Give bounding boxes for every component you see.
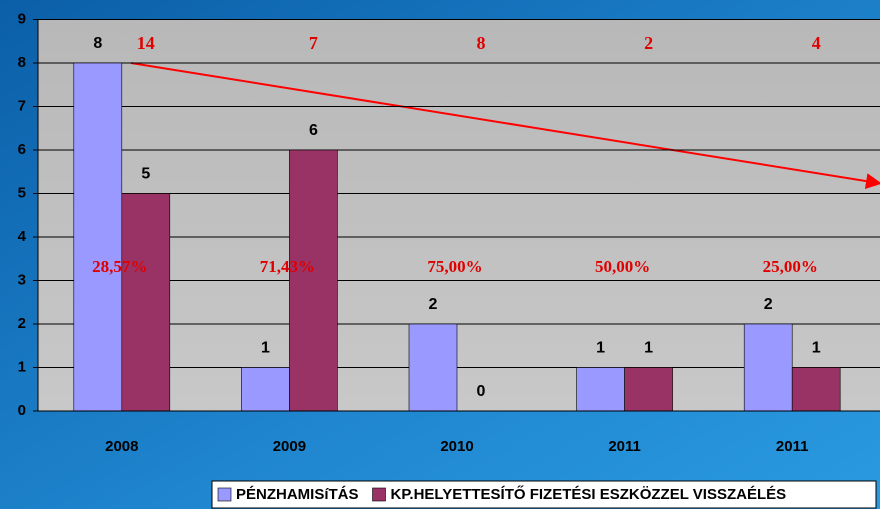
legend-label: KP.HELYETTESÍTŐ FIZETÉSI ESZKÖZZEL VISSZ… <box>391 485 787 503</box>
data-label: 2 <box>429 296 438 313</box>
data-label: 2 <box>764 296 773 313</box>
y-tick-label: 9 <box>18 10 26 27</box>
y-tick-label: 6 <box>18 141 26 158</box>
percent-label: 71,43% <box>260 257 315 276</box>
legend-swatch <box>372 487 386 502</box>
bar <box>73 62 123 412</box>
x-tick-label: 2009 <box>273 438 306 455</box>
bar <box>241 367 290 412</box>
percent-label: 75,00% <box>427 257 482 276</box>
data-label: 1 <box>812 340 821 357</box>
x-tick-label: 2008 <box>105 438 138 455</box>
bar <box>743 323 793 412</box>
total-label: 14 <box>137 33 155 53</box>
data-label: 1 <box>596 340 605 357</box>
trend-arrow <box>130 62 880 189</box>
percent-label: 25,00% <box>763 257 818 276</box>
data-label: 0 <box>477 383 486 400</box>
y-tick-label: 5 <box>18 184 26 201</box>
data-label: 1 <box>644 340 653 357</box>
bar <box>624 367 673 412</box>
x-tick-label: 2011 <box>776 438 809 455</box>
percent-label: 50,00% <box>595 257 650 276</box>
y-tick-label: 8 <box>18 54 26 71</box>
total-label: 8 <box>477 33 486 53</box>
bar <box>408 323 458 412</box>
bar <box>121 193 171 412</box>
y-tick-label: 2 <box>18 315 26 332</box>
data-label: 8 <box>93 35 102 52</box>
legend-label: PÉNZHAMISíTÁS <box>236 486 359 503</box>
bar <box>791 367 841 412</box>
total-label: 4 <box>812 33 821 53</box>
x-tick-label: 2010 <box>440 438 473 455</box>
legend-swatch <box>217 487 232 502</box>
y-tick-label: 1 <box>18 358 26 375</box>
bar <box>576 367 625 412</box>
data-label: 1 <box>261 340 270 357</box>
percent-label: 28,57% <box>92 257 147 276</box>
total-label: 7 <box>309 33 318 53</box>
y-tick-label: 3 <box>18 271 26 288</box>
data-label: 5 <box>141 166 150 183</box>
legend <box>211 480 877 509</box>
plot-area <box>38 19 880 411</box>
y-tick-label: 0 <box>18 402 26 419</box>
y-tick-label: 4 <box>18 228 27 245</box>
data-label: 6 <box>309 122 318 139</box>
x-tick-label: 2011 <box>608 438 641 455</box>
y-tick-label: 7 <box>18 97 26 114</box>
bar <box>289 149 338 412</box>
total-label: 2 <box>644 33 653 53</box>
